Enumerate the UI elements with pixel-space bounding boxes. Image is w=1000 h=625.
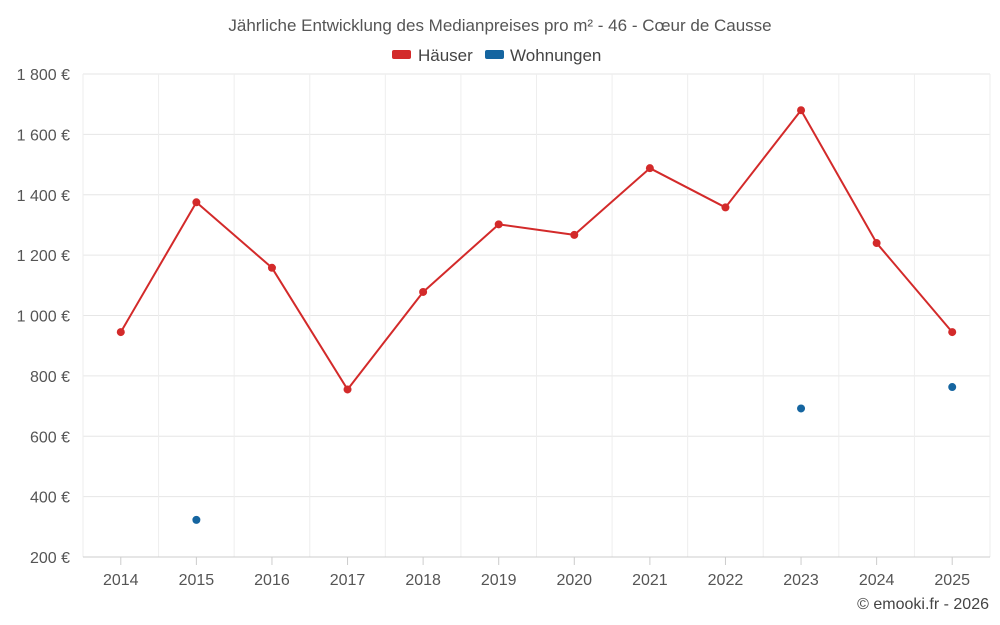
legend: Häuser Wohnungen [392, 46, 601, 65]
x-tick-label: 2024 [859, 572, 895, 589]
data-point-haeuser-2025[interactable] [948, 328, 957, 337]
data-point-wohnungen-2015[interactable] [192, 515, 201, 524]
data-point-haeuser-2015[interactable] [192, 198, 201, 207]
data-point-haeuser-2020[interactable] [570, 230, 579, 239]
legend-swatch-wohnungen [485, 50, 504, 59]
y-tick-label: 200 € [30, 550, 70, 567]
credit-text: © emooki.fr - 2026 [857, 596, 989, 613]
data-point-wohnungen-2025[interactable] [948, 383, 957, 392]
data-point-haeuser-2019[interactable] [494, 220, 503, 229]
x-tick-label: 2019 [481, 572, 517, 589]
y-tick-label: 400 € [30, 490, 70, 507]
x-tick-label: 2025 [934, 572, 970, 589]
y-tick-label: 1 600 € [17, 127, 70, 144]
x-tick-label: 2017 [330, 572, 366, 589]
x-tick-label: 2023 [783, 572, 819, 589]
data-point-haeuser-2024[interactable] [872, 239, 881, 248]
y-tick-label: 1 000 € [17, 309, 70, 326]
x-tick-label: 2022 [708, 572, 744, 589]
data-point-haeuser-2014[interactable] [116, 328, 125, 337]
legend-label-haeuser: Häuser [418, 46, 473, 65]
y-tick-label: 800 € [30, 369, 70, 386]
legend-swatch-haeuser [392, 50, 411, 59]
x-tick-label: 2014 [103, 572, 139, 589]
legend-item-haeuser[interactable]: Häuser [392, 46, 473, 65]
data-point-wohnungen-2023[interactable] [797, 404, 806, 413]
data-point-haeuser-2016[interactable] [267, 263, 276, 272]
x-tick-label: 2018 [405, 572, 441, 589]
series-line-haeuser [119, 109, 953, 391]
y-tick-label: 1 200 € [17, 248, 70, 265]
x-tick-label: 2021 [632, 572, 668, 589]
legend-item-wohnungen[interactable]: Wohnungen [485, 46, 601, 65]
data-point-haeuser-2017[interactable] [343, 385, 352, 394]
x-tick-label: 2016 [254, 572, 290, 589]
chart-title: Jährliche Entwicklung des Medianpreises … [228, 16, 771, 35]
x-axis: 2014 2015 2016 2017 2018 2019 2020 2021 2022 2023… [83, 556, 990, 589]
legend-label-wohnungen: Wohnungen [510, 46, 601, 65]
y-tick-label: 1 800 € [17, 67, 70, 84]
data-point-haeuser-2021[interactable] [645, 164, 654, 173]
x-tick-label: 2020 [556, 572, 592, 589]
data-point-haeuser-2018[interactable] [419, 287, 428, 296]
data-point-haeuser-2022[interactable] [721, 203, 730, 212]
y-tick-label: 600 € [30, 429, 70, 446]
data-point-haeuser-2023[interactable] [797, 106, 806, 115]
grid [82, 73, 991, 558]
x-tick-label: 2015 [179, 572, 215, 589]
y-tick-label: 1 400 € [17, 188, 70, 205]
series-layer [116, 106, 957, 524]
y-axis: 200 € 400 € 600 € 800 € 1 000 € 1 200 € 1 400 … [17, 67, 70, 567]
